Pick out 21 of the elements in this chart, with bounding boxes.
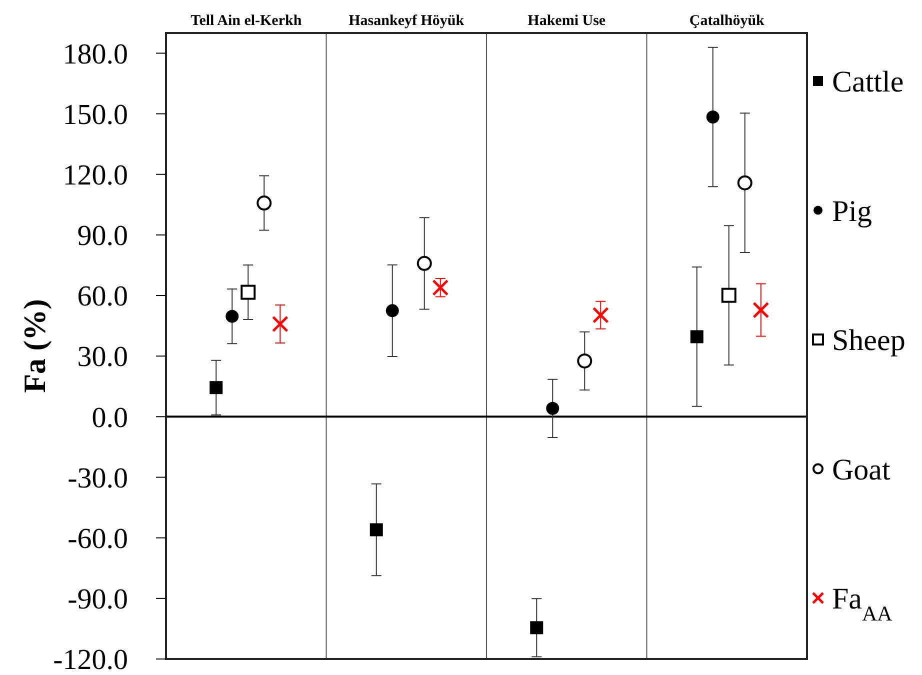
legend-label: Sheep: [832, 324, 906, 357]
legend-label: Fa$_{AA}$: [832, 582, 894, 626]
y-tick-label: 180.0: [62, 38, 128, 70]
x-tick-label: Tell Ain el-Kerkh: [190, 13, 302, 29]
y-tick-label: -120.0: [53, 644, 128, 675]
legend-label: Pig: [832, 194, 872, 228]
y-tick-label: 60.0: [77, 280, 128, 313]
y-tick-label: 150.0: [62, 98, 128, 131]
x-tick-label: Çatalhöyük: [689, 13, 766, 29]
y-tick-label: 30.0: [77, 341, 128, 374]
x-tick-label: Hasankeyf Höyük: [348, 13, 465, 29]
y-axis-title: Fa (%): [17, 299, 52, 393]
legend-label: Goat: [832, 453, 891, 486]
y-tick-label: -90.0: [68, 584, 128, 616]
y-tick-label: -30.0: [68, 462, 128, 494]
y-tick-label: 120.0: [62, 160, 128, 192]
y-tick-label: 0.0: [92, 402, 128, 434]
y-tick-label: 90.0: [77, 220, 128, 252]
y-tick-label: -60.0: [68, 522, 128, 555]
legend-label: Cattle: [832, 66, 904, 98]
x-tick-label: Hakemi Use: [528, 13, 606, 29]
